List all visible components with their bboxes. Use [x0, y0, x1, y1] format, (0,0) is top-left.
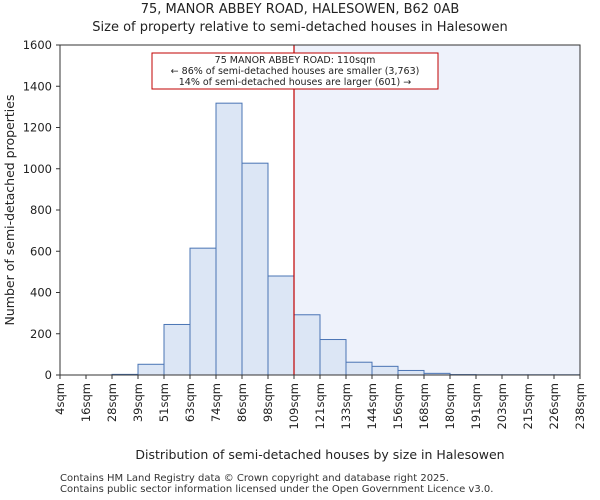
highlight-region — [294, 45, 580, 375]
x-tick-label: 51sqm — [157, 383, 171, 422]
annotation-line-1: 75 MANOR ABBEY ROAD: 110sqm — [215, 55, 376, 66]
annotation-box: 75 MANOR ABBEY ROAD: 110sqm ← 86% of sem… — [151, 52, 439, 90]
x-tick-label: 238sqm — [573, 383, 587, 429]
y-tick-label: 800 — [30, 203, 52, 217]
x-tick-label: 28sqm — [105, 383, 119, 422]
y-axis-ticks: 0 200 400 600 800 1000 1200 1400 1600 — [23, 38, 60, 382]
x-tick-label: 109sqm — [287, 383, 301, 429]
y-tick-label: 600 — [30, 244, 52, 258]
x-axis-label: Distribution of semi-detached houses by … — [135, 447, 504, 462]
chart-subtitle: Size of property relative to semi-detach… — [92, 20, 508, 35]
x-tick-label: 4sqm — [53, 383, 67, 415]
bar-121sqm — [319, 339, 347, 376]
y-axis-label: Number of semi-detached properties — [2, 95, 17, 326]
x-tick-label: 74sqm — [209, 383, 223, 422]
x-tick-label: 215sqm — [521, 383, 535, 429]
x-tick-label: 63sqm — [183, 383, 197, 422]
bar-51sqm — [163, 323, 191, 376]
bar-98sqm — [267, 275, 295, 376]
annotation-line-3: 14% of semi-detached houses are larger (… — [179, 77, 412, 88]
bar-109sqm — [293, 314, 321, 376]
annotation-frame — [151, 52, 439, 90]
x-tick-label: 226sqm — [547, 383, 561, 429]
bars-group — [111, 102, 581, 376]
y-tick-label: 1000 — [23, 162, 52, 176]
y-tick-label: 1400 — [23, 79, 52, 93]
bar-39sqm — [137, 363, 165, 376]
x-tick-label: 168sqm — [417, 383, 431, 429]
y-tick-label: 1600 — [23, 38, 52, 52]
x-tick-label: 98sqm — [261, 383, 275, 422]
x-axis-ticks: 4sqm 16sqm 28sqm 39sqm 51sqm 63sqm 74sqm 86sqm 9… — [53, 375, 587, 429]
y-tick-label: 1200 — [23, 121, 52, 135]
x-tick-label: 156sqm — [391, 383, 405, 429]
y-tick-label: 0 — [45, 368, 52, 382]
x-tick-label: 39sqm — [131, 383, 145, 422]
bar-144sqm — [371, 365, 399, 376]
chart-title: 75, MANOR ABBEY ROAD, HALESOWEN, B62 0AB — [140, 2, 460, 17]
y-tick-label: 200 — [30, 327, 52, 341]
bar-74sqm — [215, 102, 243, 376]
footer-line-1: Contains HM Land Registry data © Crown c… — [60, 473, 449, 484]
x-tick-label: 86sqm — [235, 383, 249, 422]
bar-133sqm — [345, 361, 373, 376]
x-tick-label: 180sqm — [443, 383, 457, 429]
histogram-chart: 75 MANOR ABBEY ROAD: 110sqm ← 86% of sem… — [2, 38, 587, 462]
x-tick-label: 16sqm — [79, 383, 93, 422]
x-tick-label: 144sqm — [365, 383, 379, 429]
x-tick-label: 121sqm — [313, 383, 327, 429]
x-tick-label: 191sqm — [469, 383, 483, 429]
x-tick-label: 203sqm — [495, 383, 509, 429]
annotation-line-2: ← 86% of semi-detached houses are smalle… — [171, 66, 420, 77]
bar-86sqm — [241, 162, 269, 376]
bar-63sqm — [189, 247, 217, 376]
footer-line-2: Contains public sector information licen… — [60, 484, 494, 495]
bar-156sqm — [397, 369, 425, 376]
x-tick-label: 133sqm — [339, 383, 353, 429]
y-tick-label: 400 — [30, 286, 52, 300]
